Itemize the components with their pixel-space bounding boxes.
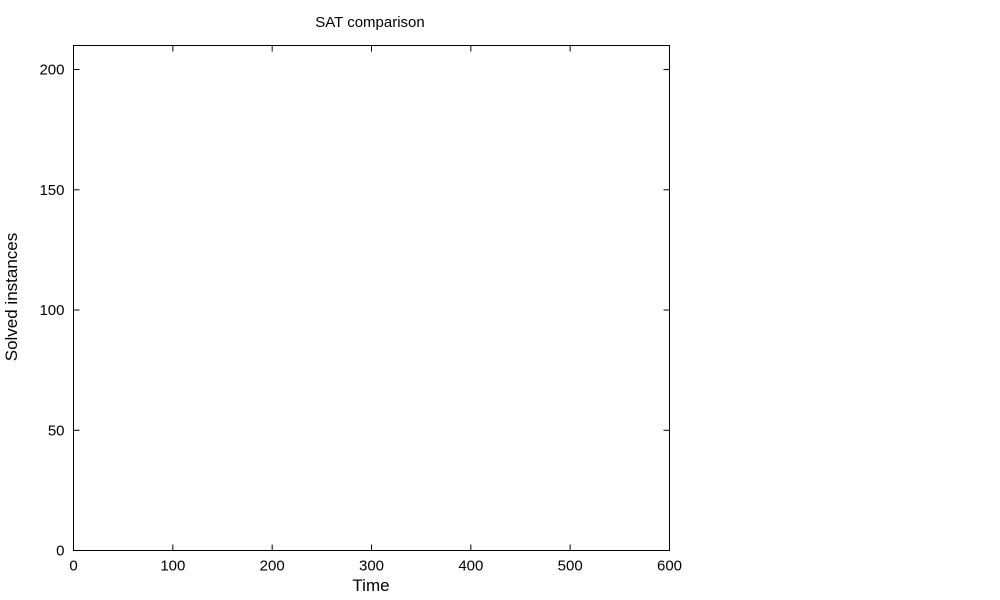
y-tick-label: 150 [39, 182, 64, 199]
x-tick-label: 200 [260, 558, 285, 575]
x-tick-label: 100 [160, 558, 185, 575]
y-axis-label: Solved instances [2, 233, 21, 362]
y-tick-label: 100 [39, 302, 64, 319]
y-tick-label: 50 [48, 422, 65, 439]
y-tick-label: 200 [39, 62, 64, 79]
x-axis-label: Time [352, 576, 389, 595]
chart-title: SAT comparison [315, 14, 425, 31]
x-tick-label: 400 [458, 558, 483, 575]
plot-frame [73, 45, 670, 551]
x-tick-label: 500 [558, 558, 583, 575]
y-tick-label: 0 [56, 543, 64, 560]
y-axis: 0 50 100 150 200 [39, 62, 670, 560]
x-tick-label: 300 [359, 558, 384, 575]
x-tick-label: 0 [69, 558, 77, 575]
x-tick-label: 600 [657, 558, 682, 575]
x-axis: 0 100 200 300 400 500 600 [69, 45, 682, 575]
